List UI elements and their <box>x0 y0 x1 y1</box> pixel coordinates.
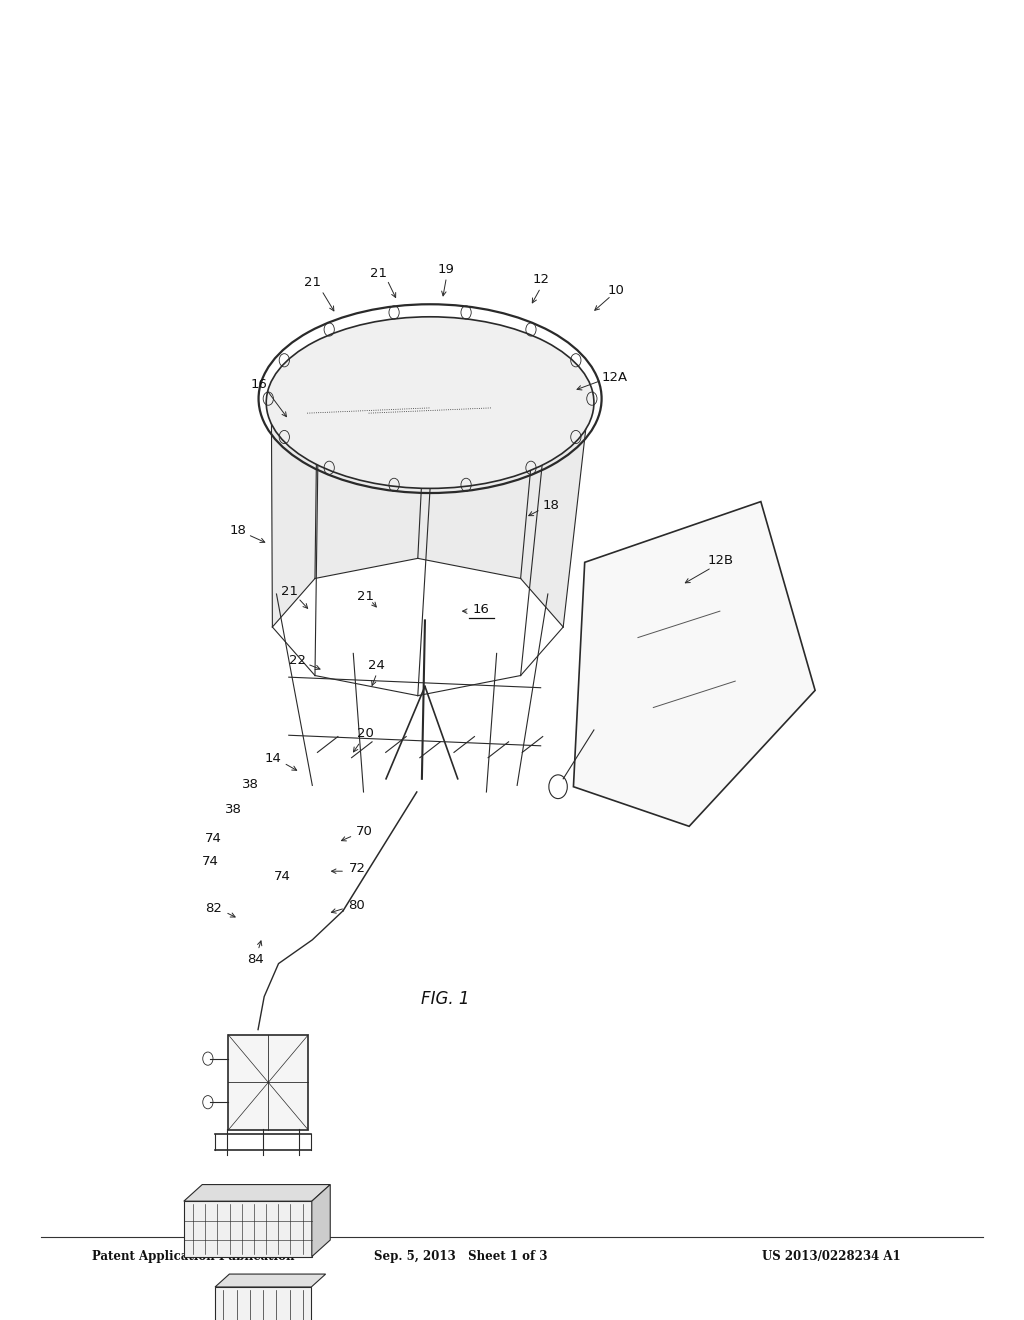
Text: 70: 70 <box>356 825 373 838</box>
Text: 12: 12 <box>532 273 549 286</box>
Text: 80: 80 <box>348 899 365 912</box>
Text: 72: 72 <box>349 862 366 875</box>
Polygon shape <box>271 317 589 627</box>
Text: 74: 74 <box>274 870 291 883</box>
Text: 12B: 12B <box>708 554 734 568</box>
Polygon shape <box>215 1287 311 1320</box>
Text: 38: 38 <box>243 777 259 791</box>
Polygon shape <box>573 502 815 826</box>
Text: 22: 22 <box>290 653 306 667</box>
Text: Patent Application Publication: Patent Application Publication <box>92 1250 295 1263</box>
Text: 38: 38 <box>225 803 242 816</box>
Text: 18: 18 <box>229 524 246 537</box>
Text: 74: 74 <box>205 832 221 845</box>
Text: 21: 21 <box>357 590 374 603</box>
Text: 24: 24 <box>369 659 385 672</box>
Text: 21: 21 <box>371 267 387 280</box>
Text: FIG. 1: FIG. 1 <box>421 990 470 1008</box>
Text: 82: 82 <box>206 902 222 915</box>
Ellipse shape <box>266 317 594 488</box>
Polygon shape <box>184 1201 311 1257</box>
Text: 16: 16 <box>251 378 267 391</box>
Polygon shape <box>311 1184 330 1257</box>
Text: 10: 10 <box>608 284 625 297</box>
Text: US 2013/0228234 A1: US 2013/0228234 A1 <box>763 1250 901 1263</box>
Text: 21: 21 <box>304 276 321 289</box>
Text: 18: 18 <box>543 499 559 512</box>
Polygon shape <box>215 1274 326 1287</box>
Text: 19: 19 <box>438 263 455 276</box>
Text: 84: 84 <box>248 953 264 966</box>
Text: 16: 16 <box>473 603 489 616</box>
FancyBboxPatch shape <box>228 1035 308 1130</box>
Text: 20: 20 <box>357 727 374 741</box>
Text: 21: 21 <box>282 585 298 598</box>
Text: 12A: 12A <box>601 371 628 384</box>
Text: Sep. 5, 2013   Sheet 1 of 3: Sep. 5, 2013 Sheet 1 of 3 <box>374 1250 548 1263</box>
Polygon shape <box>184 1184 330 1201</box>
Text: 74: 74 <box>202 855 218 869</box>
Text: 14: 14 <box>265 752 282 766</box>
